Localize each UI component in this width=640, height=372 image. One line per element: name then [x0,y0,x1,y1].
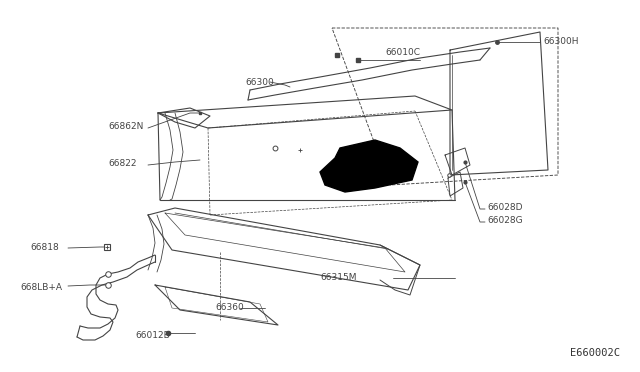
Text: 66010C: 66010C [385,48,420,57]
Text: 66360: 66360 [215,304,244,312]
Text: 66822: 66822 [108,158,136,167]
Polygon shape [320,140,418,192]
Text: 66300H: 66300H [543,36,579,45]
Text: 66028D: 66028D [487,202,522,212]
Text: 668LB+A: 668LB+A [20,282,62,292]
Text: E660002C: E660002C [570,348,620,358]
Text: 66315M: 66315M [320,273,356,282]
Text: 66300: 66300 [245,77,274,87]
Text: 66818: 66818 [30,243,59,251]
Text: 66012B: 66012B [135,330,170,340]
Text: 66028G: 66028G [487,215,523,224]
Text: 66862N: 66862N [108,122,143,131]
